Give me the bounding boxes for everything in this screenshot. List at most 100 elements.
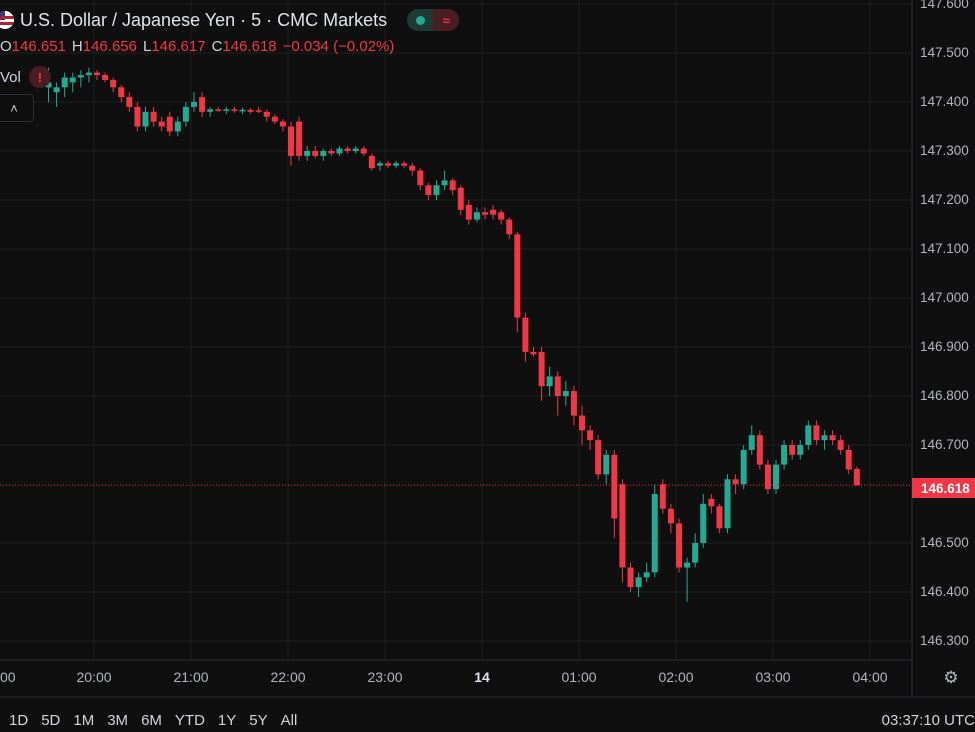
candle-body <box>797 445 804 455</box>
candle <box>562 381 569 406</box>
candle-body <box>667 508 674 524</box>
range-5y-button[interactable]: 5Y <box>249 712 268 729</box>
candle-body <box>829 435 836 441</box>
candle-body <box>53 87 60 93</box>
candle-body <box>401 163 408 166</box>
candle-body <box>764 464 771 490</box>
candle-body <box>61 77 68 88</box>
low-value: 146.617 <box>151 38 206 55</box>
candle <box>797 440 804 460</box>
candle <box>764 459 771 494</box>
candle <box>627 562 634 592</box>
candle <box>676 518 682 573</box>
candle <box>174 116 181 137</box>
candle-body <box>94 72 100 76</box>
candle-body <box>150 111 157 122</box>
range-5d-button[interactable]: 5D <box>41 712 61 729</box>
candle <box>376 160 383 171</box>
market-status-dot-icon[interactable] <box>407 9 434 31</box>
candle <box>53 82 60 107</box>
symbol-title: U.S. Dollar / Japanese Yen · 5 · CMC Mar… <box>20 9 388 30</box>
candle <box>166 111 173 137</box>
candle <box>296 116 303 161</box>
candle <box>667 503 674 534</box>
candle <box>231 106 238 113</box>
candle <box>77 70 84 88</box>
candle <box>700 494 707 548</box>
candle <box>522 312 529 362</box>
candle <box>490 204 497 220</box>
candle-body <box>853 469 860 486</box>
close-label: C <box>211 38 223 55</box>
candle-body <box>328 151 335 154</box>
candle <box>385 160 391 169</box>
candle <box>288 121 294 166</box>
candle <box>449 177 456 196</box>
candle <box>587 425 594 450</box>
candle-body <box>813 425 820 441</box>
range-selector: 1D 5D 1M 3M 6M YTD 1Y 5Y All <box>9 712 297 729</box>
candle <box>619 479 626 583</box>
candle <box>312 146 319 159</box>
candle-body <box>102 75 109 80</box>
candle-body <box>110 79 117 88</box>
candle-body <box>271 116 278 122</box>
candle <box>69 72 76 93</box>
price-tick-label: 146.700 <box>920 437 969 452</box>
candle <box>546 366 553 396</box>
candle <box>94 70 100 80</box>
candle-body <box>45 82 52 88</box>
candle <box>441 170 448 191</box>
price-tick-label: 147.300 <box>920 143 969 158</box>
candle <box>85 67 92 83</box>
range-6m-button[interactable]: 6M <box>141 712 162 729</box>
wave-icon[interactable]: ≈ <box>433 9 460 31</box>
candle-body <box>587 430 594 441</box>
candle <box>425 182 432 200</box>
candle-body <box>692 543 699 563</box>
candle-body <box>263 111 270 117</box>
candle-body <box>118 87 125 98</box>
candle <box>813 420 820 445</box>
time-tick-label: 04:00 <box>852 669 888 685</box>
candle <box>732 474 739 494</box>
candle-body <box>336 148 343 154</box>
range-1m-button[interactable]: 1M <box>73 712 95 729</box>
candle <box>401 160 408 169</box>
candle-body <box>530 351 537 355</box>
price-tick-label: 147.200 <box>920 192 969 207</box>
utc-clock[interactable]: 03:37:10 UTC <box>881 712 975 729</box>
warning-icon[interactable]: ! <box>28 66 51 88</box>
settings-gear-icon[interactable]: ⚙ <box>943 668 959 687</box>
candle-body <box>304 151 311 156</box>
price-tick-label: 146.900 <box>920 339 969 354</box>
candle <box>393 160 400 169</box>
time-tick-label: 03:00 <box>755 669 791 685</box>
range-3m-button[interactable]: 3M <box>107 712 129 729</box>
range-all-button[interactable]: All <box>280 712 298 729</box>
candle-body <box>69 77 76 83</box>
candle <box>61 72 68 98</box>
candle-body <box>482 212 488 215</box>
range-1d-button[interactable]: 1D <box>9 712 29 729</box>
candle <box>651 484 658 578</box>
candle-body <box>279 121 286 127</box>
candle-body <box>651 494 658 573</box>
symbol-legend[interactable]: U.S. Dollar / Japanese Yen · 5 · CMC Mar… <box>0 8 460 32</box>
candle-body <box>393 163 400 166</box>
candle <box>482 207 488 220</box>
range-ytd-button[interactable]: YTD <box>174 712 205 729</box>
time-tick-label: 02:00 <box>658 669 694 685</box>
candle <box>102 72 109 83</box>
candle-body <box>570 391 577 416</box>
market-status-pill[interactable]: ≈ <box>407 9 460 31</box>
range-1y-button[interactable]: 1Y <box>217 712 237 729</box>
time-tick-label: 21:00 <box>173 669 209 685</box>
candle <box>118 84 125 102</box>
candle <box>158 116 165 132</box>
volume-indicator[interactable]: Vol ! <box>0 66 51 88</box>
candle <box>150 106 157 127</box>
collapse-legend-button[interactable]: ˄ <box>0 94 34 122</box>
candle-body <box>182 106 189 122</box>
